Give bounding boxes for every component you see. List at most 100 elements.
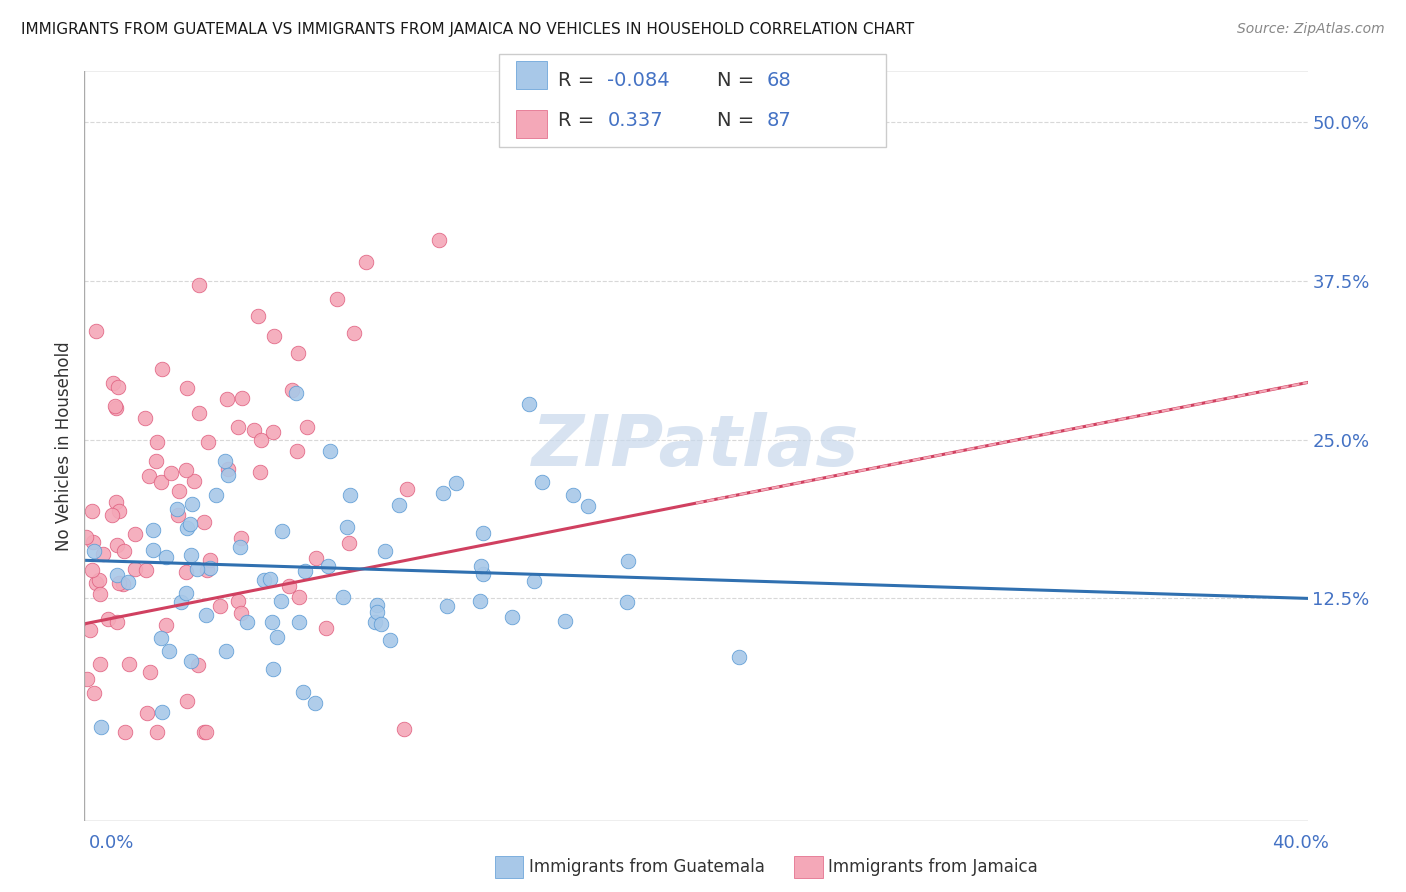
- Text: R =: R =: [558, 70, 600, 90]
- Point: [231, 392, 253, 406]
- Point: [186, 561, 208, 575]
- Point: [155, 618, 177, 632]
- Point: [287, 345, 309, 359]
- Point: [83, 544, 105, 558]
- Point: [229, 606, 252, 620]
- Point: [188, 406, 211, 420]
- Point: [432, 486, 454, 500]
- Point: [332, 590, 354, 604]
- Text: IMMIGRANTS FROM GUATEMALA VS IMMIGRANTS FROM JAMAICA NO VEHICLES IN HOUSEHOLD CO: IMMIGRANTS FROM GUATEMALA VS IMMIGRANTS …: [21, 22, 914, 37]
- Point: [554, 614, 576, 628]
- Point: [260, 615, 283, 629]
- Point: [326, 292, 349, 306]
- Point: [228, 540, 250, 554]
- Point: [262, 662, 284, 676]
- Point: [395, 482, 418, 496]
- Point: [263, 328, 285, 343]
- Point: [76, 672, 98, 686]
- Point: [728, 650, 751, 665]
- Point: [427, 234, 450, 248]
- Point: [337, 536, 360, 550]
- Point: [197, 563, 219, 577]
- Point: [124, 562, 146, 576]
- Point: [149, 475, 172, 489]
- Point: [315, 621, 337, 635]
- Point: [195, 724, 218, 739]
- Point: [470, 559, 492, 574]
- Point: [134, 411, 156, 425]
- Point: [366, 599, 388, 613]
- Point: [170, 595, 193, 609]
- Text: ZIPatlas: ZIPatlas: [533, 411, 859, 481]
- Point: [105, 615, 128, 629]
- Point: [105, 539, 128, 553]
- Point: [295, 420, 318, 434]
- Point: [336, 520, 359, 534]
- Point: [214, 454, 236, 468]
- Point: [531, 475, 554, 489]
- Point: [83, 685, 105, 699]
- Point: [374, 543, 396, 558]
- Point: [285, 385, 308, 400]
- Point: [138, 469, 160, 483]
- Point: [319, 444, 342, 458]
- Text: 68: 68: [766, 70, 792, 90]
- Point: [193, 515, 215, 529]
- Point: [87, 573, 110, 587]
- Point: [339, 488, 361, 502]
- Point: [471, 566, 494, 581]
- Point: [246, 309, 269, 323]
- Text: N =: N =: [717, 111, 761, 130]
- Point: [150, 361, 173, 376]
- Point: [146, 435, 169, 450]
- Point: [561, 487, 583, 501]
- Point: [174, 463, 197, 477]
- Point: [176, 694, 198, 708]
- Point: [288, 590, 311, 604]
- Point: [304, 696, 326, 710]
- Point: [181, 497, 204, 511]
- Point: [305, 550, 328, 565]
- Point: [150, 631, 173, 645]
- Point: [104, 399, 127, 413]
- Text: 0.0%: 0.0%: [89, 834, 134, 852]
- Point: [250, 433, 273, 447]
- Point: [217, 461, 239, 475]
- Point: [145, 454, 167, 468]
- Point: [142, 523, 165, 537]
- Point: [90, 720, 112, 734]
- Point: [501, 610, 523, 624]
- Point: [236, 615, 259, 629]
- Text: Immigrants from Guatemala: Immigrants from Guatemala: [529, 858, 765, 876]
- Point: [197, 434, 219, 449]
- Point: [82, 563, 104, 577]
- Point: [180, 548, 202, 562]
- Point: [354, 254, 377, 268]
- Point: [200, 561, 222, 575]
- Point: [468, 593, 491, 607]
- Point: [266, 631, 288, 645]
- Point: [380, 632, 402, 647]
- Point: [124, 526, 146, 541]
- Point: [108, 504, 131, 518]
- Point: [278, 579, 301, 593]
- Point: [176, 381, 198, 395]
- Point: [198, 553, 221, 567]
- Point: [578, 499, 600, 513]
- Point: [174, 585, 197, 599]
- Point: [215, 644, 238, 658]
- Point: [105, 567, 128, 582]
- Text: R =: R =: [558, 111, 600, 130]
- Point: [294, 564, 316, 578]
- Point: [103, 376, 125, 391]
- Point: [262, 425, 284, 439]
- Point: [179, 517, 201, 532]
- Point: [176, 521, 198, 535]
- Point: [242, 423, 264, 437]
- Text: -0.084: -0.084: [607, 70, 671, 90]
- Point: [117, 575, 139, 590]
- Point: [97, 612, 120, 626]
- Text: 87: 87: [766, 111, 792, 130]
- Point: [446, 476, 468, 491]
- Point: [89, 657, 111, 671]
